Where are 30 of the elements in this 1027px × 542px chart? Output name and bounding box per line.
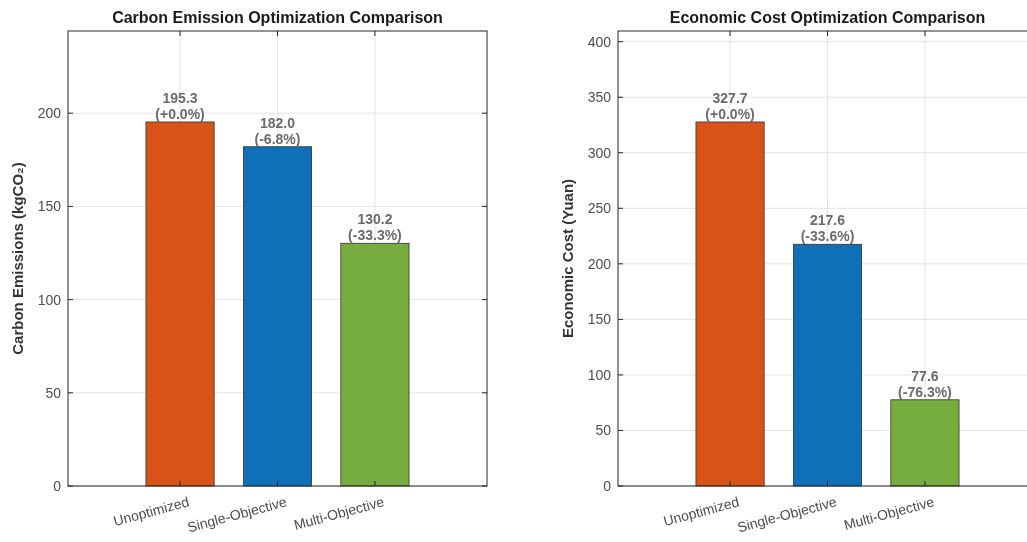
y-tick-label: 0	[53, 477, 62, 494]
data-label: 217.6 (-33.6%)	[800, 212, 855, 245]
y-tick-label: 100	[587, 366, 612, 383]
y-tick-label: 50	[595, 422, 612, 439]
data-label: 130.2 (-33.3%)	[348, 211, 402, 244]
chart-title: Carbon Emission Optimization Comparison	[112, 9, 443, 26]
bar	[695, 121, 765, 487]
y-tick-label: 0	[603, 477, 612, 494]
y-tick-label: 50	[45, 384, 62, 401]
data-label: 327.7 (+0.0%)	[705, 89, 755, 122]
bar	[145, 121, 215, 487]
data-label: 77.6 (-76.3%)	[898, 367, 952, 400]
bar	[793, 243, 862, 487]
bar	[340, 242, 410, 487]
y-tick-label: 400	[587, 33, 612, 50]
y-axis-title: Economic Cost (Yuan)	[559, 178, 576, 339]
y-tick-label: 250	[587, 200, 612, 217]
chart-title: Economic Cost Optimization Comparison	[669, 9, 986, 26]
y-tick-label: 200	[37, 105, 62, 122]
y-tick-label: 300	[587, 144, 612, 161]
y-tick-label: 200	[587, 255, 612, 272]
y-tick-label: 150	[587, 311, 612, 328]
data-label: 195.3 (+0.0%)	[155, 89, 205, 122]
y-axis-title: Carbon Emissions (kgCO₂)	[9, 162, 26, 355]
bar	[890, 399, 960, 487]
y-tick-label: 100	[37, 291, 62, 308]
bar	[243, 146, 312, 487]
y-tick-label: 350	[587, 89, 612, 106]
y-tick-label: 150	[37, 198, 62, 215]
data-label: 182.0 (-6.8%)	[254, 114, 301, 147]
